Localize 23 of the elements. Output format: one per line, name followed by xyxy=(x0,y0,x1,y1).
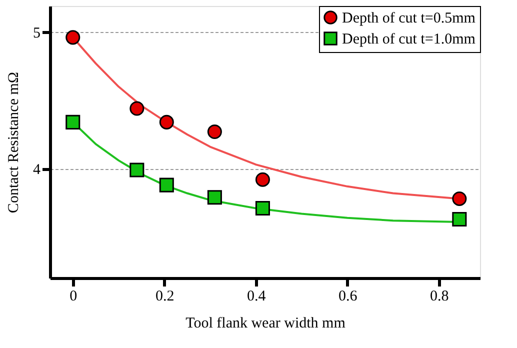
x-tick-label: 0.6 xyxy=(338,288,358,304)
point xyxy=(255,201,270,216)
point xyxy=(255,172,270,187)
point xyxy=(66,30,80,45)
x-tick-label: 0.8 xyxy=(430,288,449,304)
y-tick-label: 4 xyxy=(33,162,41,178)
x-tick-label: 0.4 xyxy=(246,288,266,304)
point xyxy=(452,191,467,206)
x-tick-label: 0 xyxy=(70,288,78,304)
point xyxy=(159,178,174,192)
y-tick-label: 5 xyxy=(33,25,40,42)
point xyxy=(130,162,144,178)
x-tick-label: 0.2 xyxy=(155,288,174,304)
point xyxy=(130,101,144,116)
point xyxy=(452,212,467,226)
legend-label: Depth of cut t=1.0mm xyxy=(342,32,476,48)
legend-label: Depth of cut t=0.5mm xyxy=(342,10,476,26)
point xyxy=(159,114,174,130)
point xyxy=(66,114,80,130)
point xyxy=(207,124,222,140)
x-axis-title: Tool flank wear width mm xyxy=(186,316,346,332)
point xyxy=(207,190,222,205)
y-axis-title: Contact Resistance mΩ xyxy=(6,72,22,214)
